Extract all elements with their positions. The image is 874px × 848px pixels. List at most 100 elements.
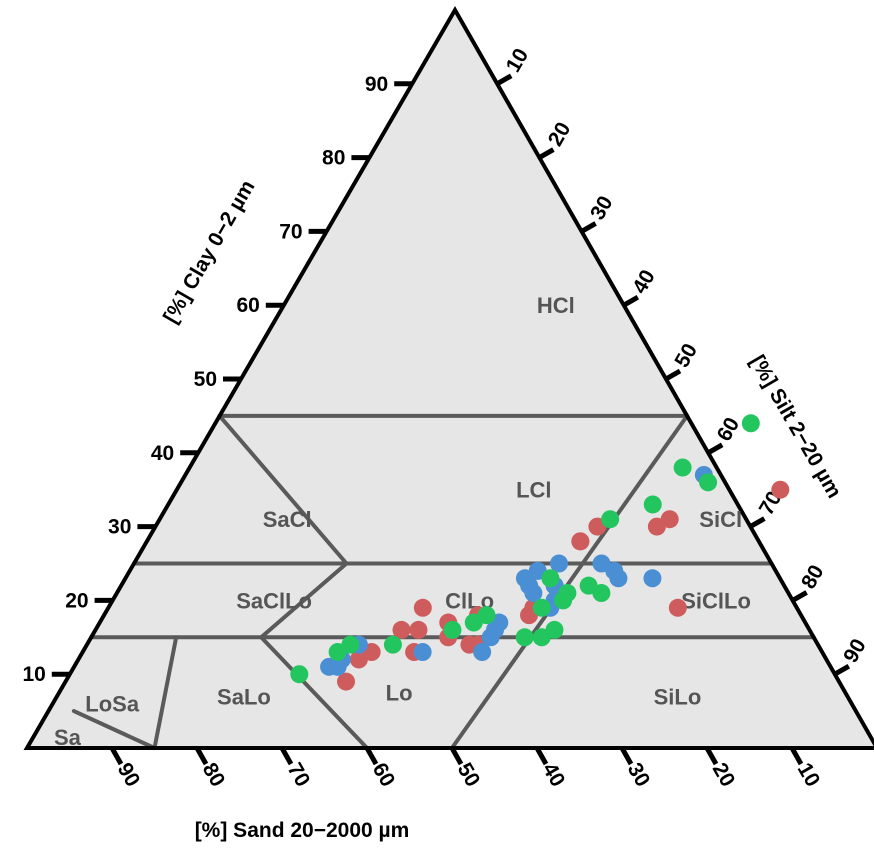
clay-tick-label: 20 bbox=[65, 589, 88, 612]
data-point bbox=[771, 480, 790, 499]
data-point bbox=[341, 635, 360, 654]
sand-tick-label: 40 bbox=[538, 759, 570, 791]
clay-tick-label: 50 bbox=[194, 368, 217, 391]
region-boundary-4 bbox=[259, 561, 349, 640]
data-point bbox=[524, 584, 543, 603]
sand-axis-title: [%] Sand 20−2000 µm bbox=[195, 819, 410, 842]
data-point bbox=[515, 628, 534, 647]
silt-tick-label: 10 bbox=[502, 45, 534, 77]
data-point bbox=[532, 598, 551, 617]
sand-tick-label: 60 bbox=[368, 759, 400, 791]
data-point bbox=[673, 458, 692, 477]
region-label-SiClLo: SiClLo bbox=[681, 588, 751, 613]
silt-axis-title: [%] Silt 2−20 µm bbox=[745, 351, 845, 502]
clay-tick-label: 90 bbox=[365, 73, 388, 96]
sand-tick bbox=[109, 746, 124, 766]
clay-tick-label: 10 bbox=[22, 663, 45, 686]
clay-tick-label: 30 bbox=[108, 516, 131, 539]
sand-tick-label: 80 bbox=[198, 759, 230, 791]
data-point bbox=[668, 598, 687, 617]
silt-tick bbox=[538, 147, 555, 160]
sand-tick bbox=[704, 746, 719, 766]
data-points bbox=[290, 414, 790, 691]
data-point bbox=[643, 569, 662, 588]
silt-tick bbox=[495, 73, 513, 86]
silt-tick-label: 20 bbox=[544, 118, 576, 150]
sand-tick-label: 70 bbox=[283, 759, 315, 791]
data-point bbox=[473, 643, 492, 662]
data-point bbox=[592, 554, 611, 573]
data-point bbox=[337, 672, 356, 691]
region-label-HCl: HCl bbox=[537, 293, 575, 318]
silt-tick bbox=[580, 221, 597, 234]
data-point bbox=[320, 657, 339, 676]
sand-tick bbox=[449, 746, 464, 766]
data-point bbox=[647, 517, 666, 536]
sand-tick bbox=[534, 746, 549, 766]
region-label-SaCl: SaCl bbox=[263, 507, 312, 532]
sand-tick bbox=[619, 746, 634, 766]
sand-tick-label: 30 bbox=[623, 759, 655, 791]
clay-tick-label: 80 bbox=[322, 147, 345, 170]
clay-tick-label: 40 bbox=[151, 442, 174, 465]
data-point bbox=[413, 643, 432, 662]
silt-tick bbox=[833, 664, 851, 677]
sand-tick bbox=[364, 746, 379, 766]
clay-tick-label: 70 bbox=[279, 220, 302, 243]
silt-tick-label: 50 bbox=[670, 340, 702, 372]
data-point bbox=[601, 510, 620, 529]
data-point bbox=[643, 495, 662, 514]
data-point bbox=[554, 591, 573, 610]
sand-tick-label: 90 bbox=[113, 759, 145, 791]
silt-tick-label: 30 bbox=[586, 192, 618, 224]
region-label-LoSa: LoSa bbox=[85, 692, 140, 717]
sand-tick-label: 20 bbox=[708, 759, 740, 791]
sand-tick bbox=[194, 746, 209, 766]
data-point bbox=[592, 584, 611, 603]
region-label-LCl: LCl bbox=[516, 478, 551, 503]
region-boundary-7 bbox=[152, 635, 179, 750]
region-label-SaClLo: SaClLo bbox=[236, 588, 312, 613]
silt-tick-label: 60 bbox=[713, 414, 745, 446]
data-point bbox=[349, 650, 368, 669]
data-point bbox=[485, 620, 504, 639]
data-point bbox=[392, 620, 411, 639]
region-label-SiCl: SiCl bbox=[699, 507, 742, 532]
region-boundary-8 bbox=[71, 709, 157, 750]
data-point bbox=[699, 473, 718, 492]
data-point bbox=[741, 414, 760, 433]
data-point bbox=[571, 532, 590, 551]
region-boundary-5 bbox=[259, 635, 369, 750]
region-label-Lo: Lo bbox=[386, 681, 413, 706]
silt-tick-label: 40 bbox=[628, 266, 660, 298]
data-point bbox=[609, 569, 628, 588]
data-point bbox=[541, 569, 560, 588]
region-boundary-3 bbox=[217, 413, 349, 566]
data-point bbox=[409, 620, 428, 639]
silt-tick bbox=[664, 368, 682, 382]
silt-tick bbox=[622, 295, 640, 308]
clay-tick-label: 60 bbox=[236, 294, 259, 317]
sand-tick bbox=[789, 746, 804, 766]
data-point bbox=[545, 620, 564, 639]
region-label-Sa: Sa bbox=[54, 725, 82, 750]
region-boundaries bbox=[71, 413, 816, 750]
silt-tick-label: 80 bbox=[797, 561, 829, 593]
silt-tick bbox=[706, 442, 724, 455]
sand-tick-label: 50 bbox=[453, 759, 485, 791]
data-point bbox=[383, 635, 402, 654]
region-label-SaLo: SaLo bbox=[217, 684, 271, 709]
silt-tick bbox=[749, 516, 766, 529]
data-point bbox=[443, 620, 462, 639]
silt-tick bbox=[791, 590, 808, 603]
data-point bbox=[413, 598, 432, 617]
data-point bbox=[550, 554, 568, 573]
sand-tick bbox=[279, 746, 294, 766]
region-boundary-6 bbox=[450, 413, 690, 750]
data-point bbox=[290, 665, 309, 684]
data-point bbox=[464, 613, 483, 632]
silt-tick-label: 90 bbox=[839, 635, 871, 667]
sand-tick-label: 10 bbox=[793, 759, 825, 791]
